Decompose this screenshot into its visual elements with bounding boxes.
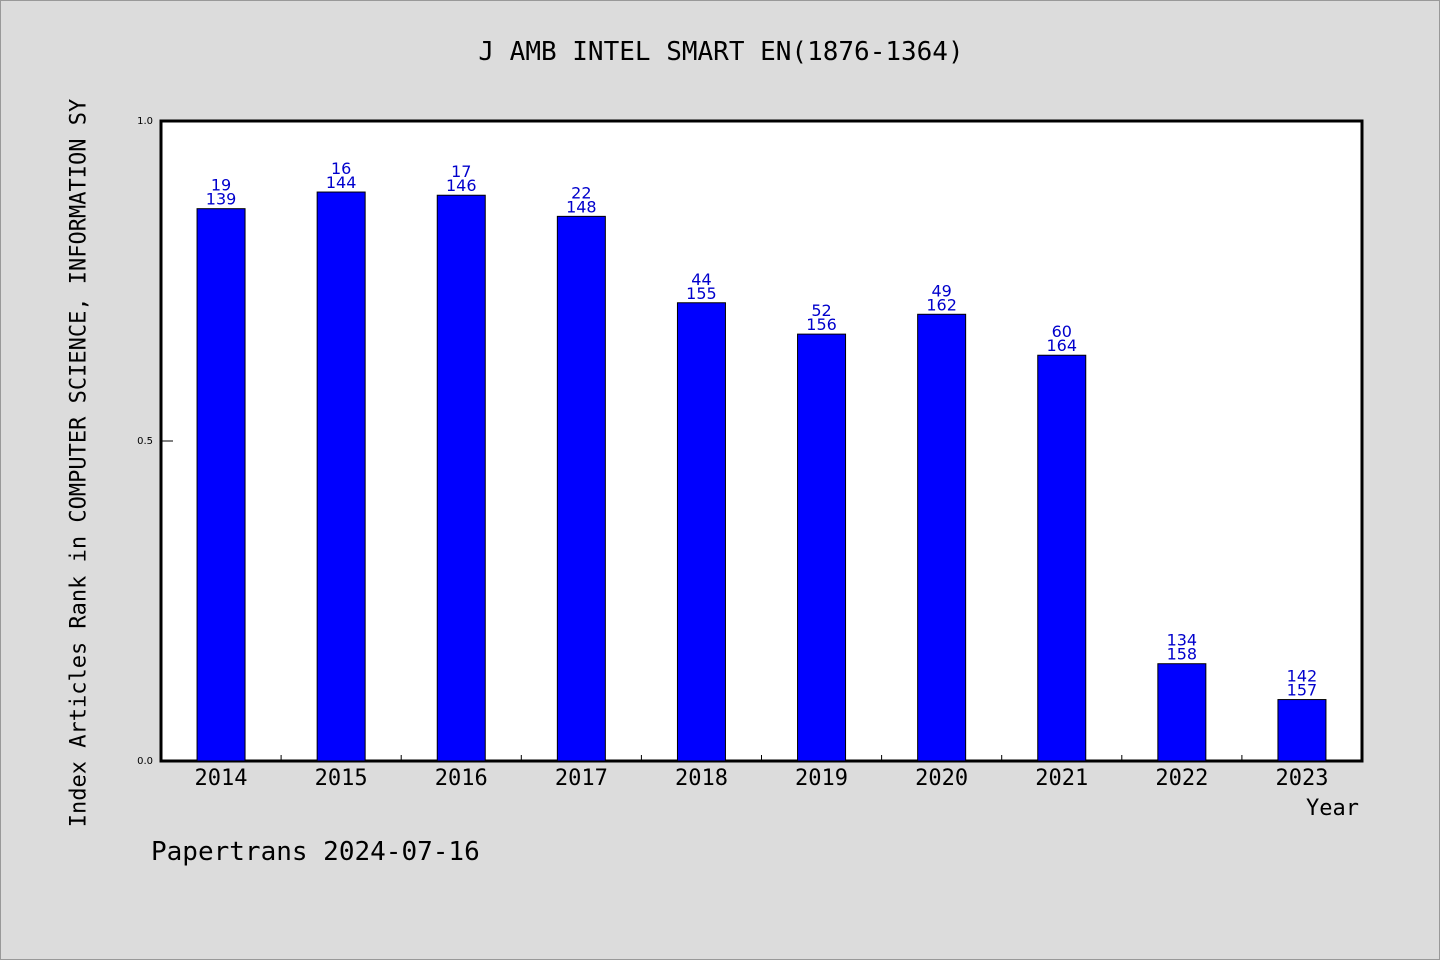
x-tick-label-2022: 2022: [1155, 766, 1208, 791]
bar-label-bottom-2018: 155: [686, 284, 717, 303]
x-tick-label-2019: 2019: [795, 766, 848, 791]
chart-title: J AMB INTEL SMART EN(1876-1364): [478, 37, 964, 67]
bar-2015: [316, 191, 366, 762]
bar-2023: [1277, 699, 1327, 762]
x-tick-label-2016: 2016: [435, 766, 488, 791]
bar-2018: [676, 302, 726, 762]
bar-label-top-2021: 60: [1052, 322, 1072, 341]
bar-2022: [1157, 663, 1207, 762]
x-tick-label-2015: 2015: [315, 766, 368, 791]
bar-label-bottom-2017: 148: [566, 197, 597, 216]
bar-label-top-2020: 49: [931, 281, 951, 300]
bar-label-top-2016: 17: [451, 162, 471, 181]
x-tick-label-2021: 2021: [1035, 766, 1088, 791]
bar-label-top-2023: 142: [1287, 667, 1318, 686]
bar-label-bottom-2023: 157: [1287, 681, 1318, 700]
bar-label-top-2014: 19: [211, 176, 231, 195]
bar-label-top-2019: 52: [811, 301, 831, 320]
bar-label-top-2017: 22: [571, 183, 591, 202]
x-tick-label-2017: 2017: [555, 766, 608, 791]
y-ticks-group: 0.0 0.5 1.0: [137, 116, 173, 767]
bar-label-bottom-2015: 144: [326, 173, 357, 192]
bar-label-top-2018: 44: [691, 270, 711, 289]
bar-2020: [917, 313, 967, 762]
x-tick-label-2018: 2018: [675, 766, 728, 791]
x-tick-label-2020: 2020: [915, 766, 968, 791]
bar-label-bottom-2021: 164: [1046, 336, 1077, 355]
bar-2021: [1037, 354, 1087, 762]
bar-2019: [797, 333, 847, 762]
bar-label-bottom-2019: 156: [806, 315, 837, 334]
x-ticks-group: 2014 2015 2016 2017 2018 2019 2020 2021 2022 2023: [195, 755, 1328, 791]
bar-2016: [436, 194, 486, 762]
bars-group: [196, 191, 1327, 762]
bar-label-top-2022: 134: [1167, 631, 1198, 650]
y-tick-label: 0.5: [137, 436, 153, 447]
bar-label-bottom-2020: 162: [926, 295, 957, 314]
y-tick-label: 0.0: [137, 756, 153, 767]
x-tick-label-2014: 2014: [195, 766, 248, 791]
x-tick-label-2023: 2023: [1275, 766, 1328, 791]
x-axis-label: Year: [1306, 796, 1359, 821]
bar-2017: [556, 215, 606, 762]
bar-label-bottom-2022: 158: [1167, 645, 1198, 664]
footer-note: Papertrans 2024-07-16: [151, 837, 480, 867]
bar-label-top-2015: 16: [331, 159, 351, 178]
y-tick-label: 1.0: [137, 116, 153, 127]
bar-2014: [196, 208, 246, 762]
bar-label-bottom-2014: 139: [206, 190, 237, 209]
bar-label-bottom-2016: 146: [446, 176, 477, 195]
